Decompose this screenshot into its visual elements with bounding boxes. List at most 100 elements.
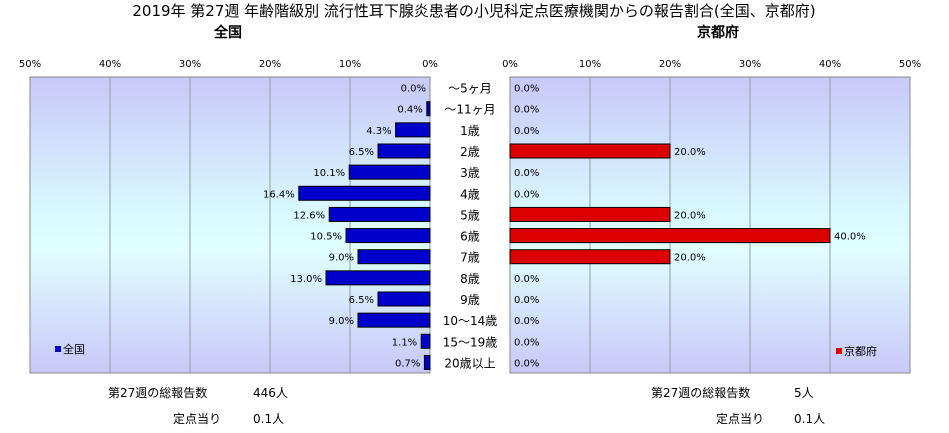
- national-data-label: 12.6%: [293, 210, 325, 221]
- x-tick-label: 40%: [99, 59, 121, 70]
- national-subtitle: 全国: [213, 24, 242, 41]
- category-label: ～5ヶ月: [448, 82, 492, 96]
- kyoto-data-label: 0.0%: [514, 358, 539, 369]
- kyoto-data-label: 20.0%: [674, 210, 706, 221]
- national-data-label: 0.4%: [397, 105, 422, 116]
- kyoto-bar: [509, 143, 671, 159]
- category-label: 9歳: [460, 293, 480, 307]
- kyoto-data-label: 20.0%: [674, 147, 706, 158]
- national-bar: [357, 249, 431, 265]
- national-per-label: 定点当り: [173, 411, 221, 426]
- national-data-label: 4.3%: [366, 126, 391, 137]
- national-total-label: 第27週の総報告数: [108, 385, 207, 400]
- national-data-label: 9.0%: [329, 316, 354, 327]
- kyoto-total-label: 第27週の総報告数: [651, 385, 750, 400]
- kyoto-data-labels: 0.0% 0.0% 0.0% 20.0% 0.0% 0.0% 20.0% 40.0% 20.0%…: [514, 84, 866, 370]
- national-axis-ticks: 50% 40% 30% 20% 10% 0%: [19, 59, 438, 70]
- kyoto-bar: [509, 206, 671, 222]
- x-tick-label: 20%: [659, 59, 681, 70]
- national-bar: [426, 101, 431, 117]
- kyoto-subtitle: 京都府: [697, 24, 739, 41]
- national-data-label: 6.5%: [349, 147, 374, 158]
- x-tick-label: 10%: [579, 59, 601, 70]
- national-plot-area: [29, 76, 431, 374]
- kyoto-axis-ticks: 0% 10% 20% 30% 40% 50%: [502, 59, 921, 70]
- x-tick-label: 30%: [179, 59, 201, 70]
- category-label: 5歳: [460, 208, 480, 222]
- kyoto-data-label: 0.0%: [514, 105, 539, 116]
- kyoto-total-value: 5人: [794, 386, 814, 400]
- national-bar: [328, 206, 431, 222]
- x-tick-label: 50%: [19, 59, 41, 70]
- category-label: 7歳: [460, 251, 480, 265]
- national-data-label: 13.0%: [290, 274, 322, 285]
- kyoto-legend: 京都府: [836, 344, 877, 358]
- national-footer: 第27週の総報告数 446人 定点当り 0.1人: [108, 385, 288, 426]
- national-bar: [377, 291, 431, 307]
- national-gridlines: [109, 77, 351, 373]
- national-data-label: 10.5%: [310, 232, 342, 243]
- category-label: 20歳以上: [444, 356, 495, 370]
- kyoto-bars: [509, 143, 831, 265]
- category-label: 8歳: [460, 272, 480, 286]
- national-bar: [345, 228, 431, 244]
- kyoto-data-label: 0.0%: [514, 337, 539, 348]
- national-data-label: 1.1%: [392, 337, 417, 348]
- national-legend-swatch: [55, 346, 61, 352]
- kyoto-data-label: 20.0%: [674, 253, 706, 264]
- kyoto-data-label: 0.0%: [514, 126, 539, 137]
- national-legend: 全国: [55, 342, 85, 356]
- kyoto-bar: [509, 228, 831, 244]
- national-legend-label: 全国: [63, 342, 85, 356]
- x-tick-label: 30%: [739, 59, 761, 70]
- x-tick-label: 0%: [502, 59, 518, 70]
- x-tick-label: 0%: [422, 59, 438, 70]
- national-data-labels: 0.0% 0.4% 4.3% 6.5% 10.1% 16.4% 12.6% 10.5% 9.0%…: [263, 84, 426, 370]
- kyoto-per-label: 定点当り: [716, 411, 764, 426]
- national-data-label: 0.7%: [395, 358, 420, 369]
- category-label: 10～14歳: [443, 314, 498, 328]
- national-total-value: 446人: [253, 386, 288, 400]
- kyoto-data-label: 0.0%: [514, 168, 539, 179]
- national-bars: [298, 101, 431, 370]
- kyoto-plot-area: [509, 76, 911, 374]
- national-bar: [423, 354, 431, 370]
- category-labels: ～5ヶ月 ～11ヶ月 1歳 2歳 3歳 4歳 5歳 6歳 7歳 8歳 9歳 10～14歳 15～19歳 2…: [443, 82, 498, 371]
- x-tick-label: 50%: [899, 59, 921, 70]
- national-data-label: 0.0%: [401, 84, 426, 95]
- kyoto-legend-label: 京都府: [844, 344, 877, 358]
- category-label: 15～19歳: [443, 335, 498, 349]
- category-label: 3歳: [460, 166, 480, 180]
- national-bar: [348, 164, 431, 180]
- national-data-label: 9.0%: [329, 253, 354, 264]
- x-tick-label: 40%: [819, 59, 841, 70]
- national-bar: [325, 270, 431, 286]
- category-label: 4歳: [460, 187, 480, 201]
- kyoto-data-label: 0.0%: [514, 84, 539, 95]
- category-label: 6歳: [460, 230, 480, 244]
- category-label: 2歳: [460, 145, 480, 159]
- x-tick-label: 20%: [259, 59, 281, 70]
- category-label: ～11ヶ月: [444, 103, 495, 117]
- national-per-value: 0.1人: [253, 412, 284, 426]
- category-label: 1歳: [460, 124, 480, 138]
- national-data-label: 16.4%: [263, 189, 295, 200]
- kyoto-data-label: 40.0%: [834, 232, 866, 243]
- kyoto-data-label: 0.0%: [514, 295, 539, 306]
- national-bar: [298, 185, 431, 201]
- kyoto-data-label: 0.0%: [514, 316, 539, 327]
- kyoto-per-value: 0.1人: [794, 412, 825, 426]
- kyoto-legend-swatch: [836, 348, 842, 354]
- kyoto-gridlines: [589, 77, 831, 373]
- national-bar: [377, 143, 431, 159]
- national-bar: [420, 333, 431, 349]
- kyoto-data-label: 0.0%: [514, 189, 539, 200]
- national-bar: [395, 122, 431, 138]
- chart-title: 2019年 第27週 年齢階級別 流行性耳下腺炎患者の小児科定点医療機関からの報…: [132, 2, 815, 20]
- kyoto-data-label: 0.0%: [514, 274, 539, 285]
- national-data-label: 6.5%: [349, 295, 374, 306]
- x-tick-label: 10%: [339, 59, 361, 70]
- national-bar: [357, 312, 431, 328]
- kyoto-footer: 第27週の総報告数 5人 定点当り 0.1人: [651, 385, 825, 426]
